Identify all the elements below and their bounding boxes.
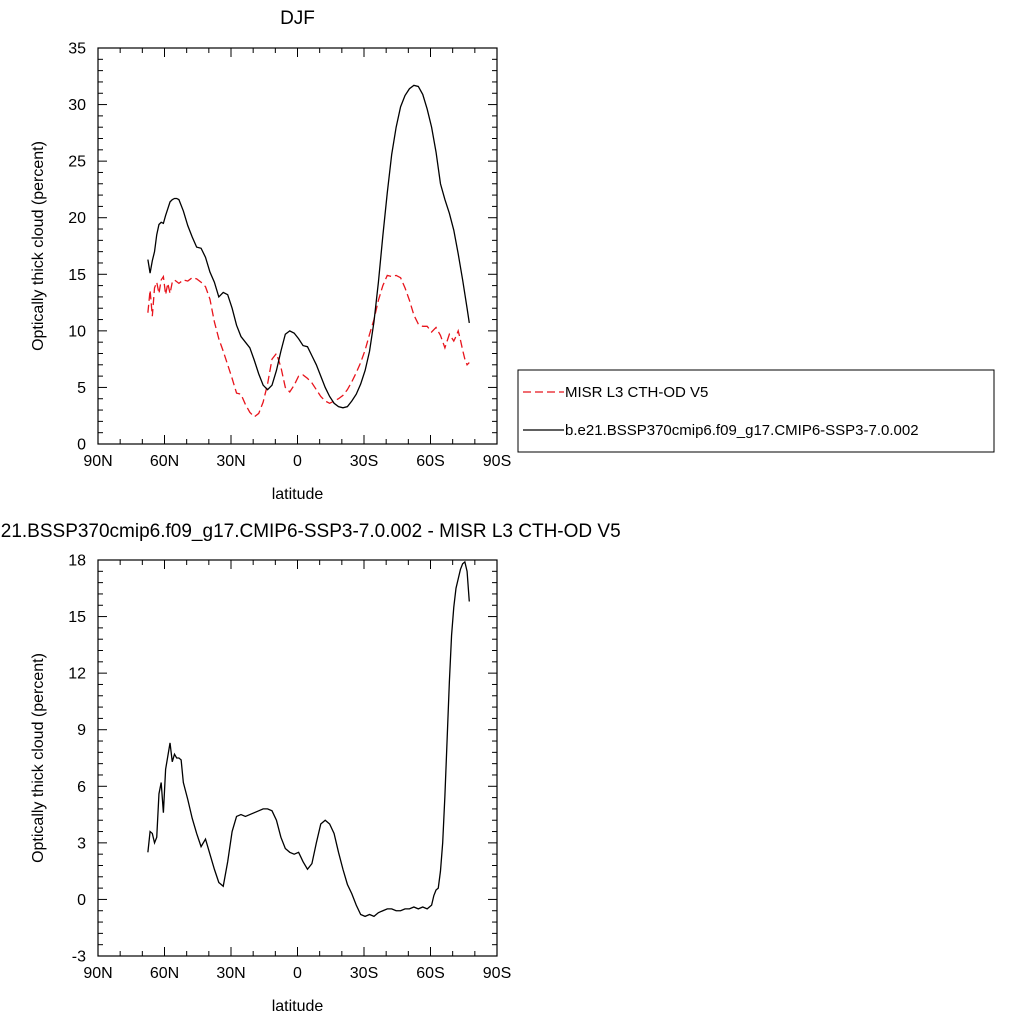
legend-box [517, 369, 995, 453]
y-tick-label: 9 [77, 722, 86, 739]
x-tick-label: 30S [350, 453, 378, 470]
y-tick-label: 30 [68, 97, 86, 114]
legend-label-1: b.e21.BSSP370cmip6.f09_g17.CMIP6-SSP3-7.… [565, 422, 919, 439]
y-tick-label: -3 [72, 949, 86, 966]
legend-label-0: MISR L3 CTH-OD V5 [565, 384, 708, 401]
y-tick-label: 15 [68, 609, 86, 626]
x-tick-label: 60S [416, 453, 444, 470]
series-line-0 [147, 560, 470, 918]
y-tick-label: 35 [68, 41, 86, 58]
x-tick-label: 30S [350, 965, 378, 982]
y-axis-label: Optically thick cloud (percent) [30, 653, 47, 863]
y-tick-label: 6 [77, 779, 86, 796]
chart-model-minus-obs: b.e21.BSSP370cmip6.f09_g17.CMIP6-SSP3-7.… [0, 521, 621, 1015]
x-tick-label: 60N [150, 453, 179, 470]
x-tick-label: 60S [416, 965, 444, 982]
x-tick-label: 90S [483, 965, 511, 982]
chart-djf-climatology: DJF 90N 60N 30N 0 30S 60S 90S 0 5 10 15 20 25 30 35 lati… [30, 8, 995, 503]
x-tick-label: 60N [150, 965, 179, 982]
y-tick-label: 12 [68, 666, 86, 683]
series-line-1 [147, 84, 470, 409]
x-tick-label: 90N [83, 965, 112, 982]
x-tick-label: 0 [293, 453, 302, 470]
y-tick-label: 15 [68, 267, 86, 284]
y-tick-label: 3 [77, 835, 86, 852]
y-axis-label: Optically thick cloud (percent) [30, 141, 47, 351]
series-line-0 [147, 274, 470, 418]
y-tick-label: 0 [77, 892, 86, 909]
y-tick-label: 20 [68, 210, 86, 227]
y-tick-label: 10 [68, 323, 86, 340]
plot-frame [97, 559, 498, 957]
x-tick-label: 30N [216, 453, 245, 470]
x-axis-label: latitude [272, 486, 324, 503]
y-tick-label: 0 [77, 437, 86, 454]
x-tick-label: 90N [83, 453, 112, 470]
y-tick-label: 18 [68, 553, 86, 570]
y-tick-label: 25 [68, 154, 86, 171]
legend: MISR L3 CTH-OD V5 b.e21.BSSP370cmip6.f09_… [517, 369, 995, 453]
y-tick-label: 5 [77, 380, 86, 397]
plot-frame [97, 47, 498, 445]
chart-title: b.e21.BSSP370cmip6.f09_g17.CMIP6-SSP3-7.… [0, 521, 621, 542]
x-tick-label: 30N [216, 965, 245, 982]
x-tick-label: 90S [483, 453, 511, 470]
x-axis-label: latitude [272, 998, 324, 1015]
x-tick-label: 0 [293, 965, 302, 982]
chart-title: DJF [280, 8, 315, 29]
